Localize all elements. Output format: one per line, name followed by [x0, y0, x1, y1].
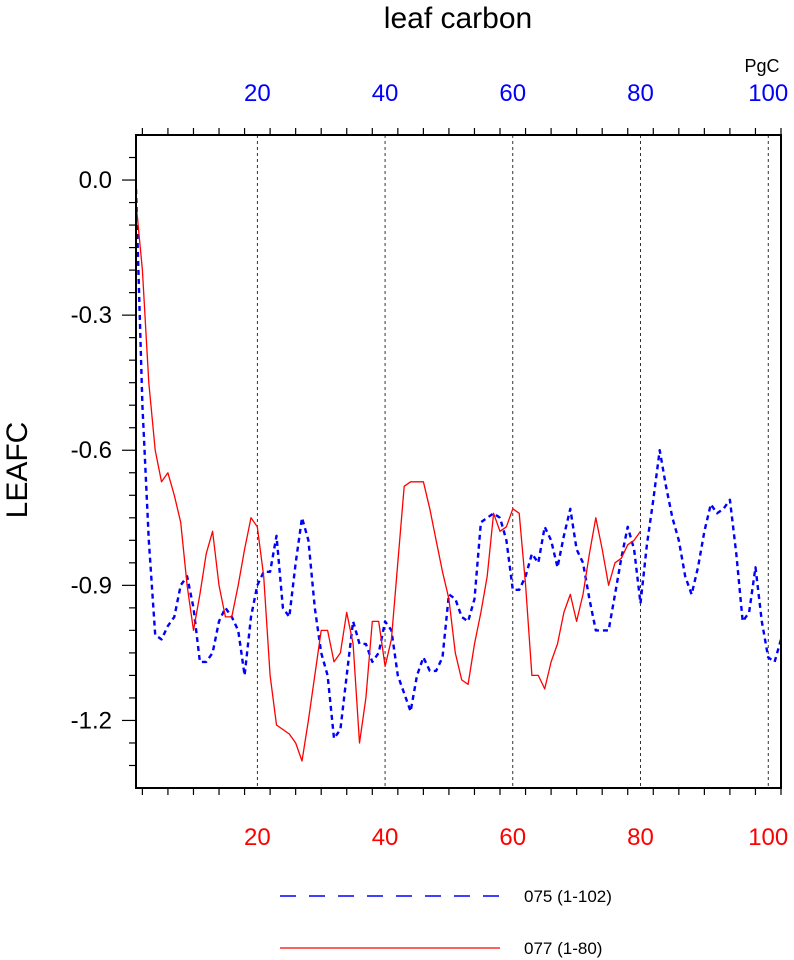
x-tick-label-bottom-100: 100 [748, 824, 788, 851]
legend: 075 (1-102) 077 (1-80) [280, 887, 612, 958]
y-axis-label: LEAFC [1, 422, 34, 519]
y-tick-label--1.2: -1.2 [71, 707, 112, 734]
y-tick-label--0.9: -0.9 [71, 572, 112, 599]
plot-series [136, 188, 781, 762]
series-line-2 [136, 202, 642, 762]
x-tick-label-top-40: 40 [372, 80, 399, 107]
y-tick-label--0.3: -0.3 [71, 302, 112, 329]
plot-frame [135, 134, 782, 789]
x-tick-label-bottom-40: 40 [372, 824, 399, 851]
series-line-1 [136, 188, 781, 740]
x-tick-label-bottom-20: 20 [244, 824, 271, 851]
legend-label-2: 077 (1-80) [524, 939, 602, 958]
x-tick-label-bottom-80: 80 [627, 824, 654, 851]
x-tick-label-top-20: 20 [244, 80, 271, 107]
y-tick-label--0.6: -0.6 [71, 437, 112, 464]
chart-title: leaf carbon [384, 2, 532, 35]
axis-tick-labels: 20 40 60 80 100 20 40 60 80 100 0.0 -0.3 -0.6 -0.9 -1.… [71, 80, 789, 851]
axis-ticks [122, 128, 782, 795]
top-axis-unit-label: PgC [744, 56, 779, 76]
y-tick-label-0.0: 0.0 [79, 167, 112, 194]
legend-label-1: 075 (1-102) [524, 887, 612, 906]
x-tick-label-top-60: 60 [499, 80, 526, 107]
x-tick-label-top-80: 80 [627, 80, 654, 107]
x-tick-label-top-100: 100 [748, 80, 788, 107]
grid-lines [256, 135, 769, 788]
x-tick-label-bottom-60: 60 [499, 824, 526, 851]
